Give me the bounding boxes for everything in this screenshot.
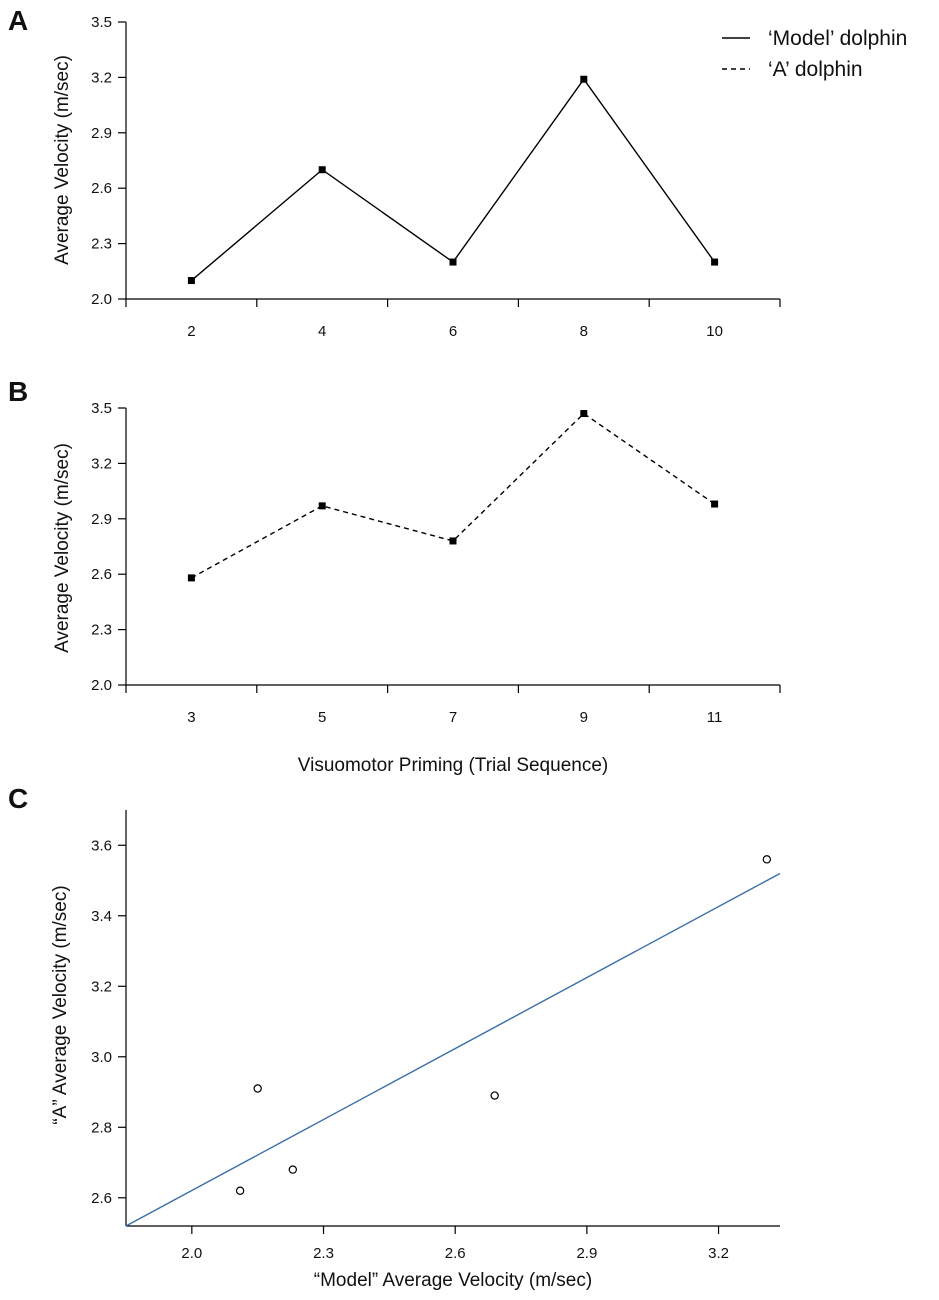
panel-c-scatter-point bbox=[235, 1186, 245, 1195]
panel-c-x-tick-label: 2.3 bbox=[313, 1245, 334, 1262]
panel-c-y-axis-title: “A” Average Velocity (m/sec) bbox=[50, 885, 71, 1124]
panel-c-scatter-point bbox=[253, 1084, 262, 1093]
panel-c-y-tick-label: 3.0 bbox=[91, 1049, 112, 1066]
panel-b: B Average Velocity (m/sec) Visuomotor Pr… bbox=[8, 376, 781, 776]
panel-b-y-tick-label: 3.5 bbox=[91, 400, 112, 417]
panel-a-series-line bbox=[190, 78, 716, 282]
panel-a-x-tick-label: 6 bbox=[449, 323, 457, 340]
panel-b-data-point bbox=[449, 537, 457, 545]
panel-a-data-point bbox=[580, 75, 588, 83]
panel-c-x-tick-label: 2.0 bbox=[181, 1245, 202, 1262]
panel-a-y-tick-label: 2.9 bbox=[91, 125, 112, 142]
panel-a-y-tick-label: 3.5 bbox=[91, 14, 112, 31]
legend-label-model: ‘Model’ dolphin bbox=[768, 27, 907, 50]
panel-b-data-point bbox=[711, 500, 719, 508]
panel-b-data-point bbox=[580, 410, 588, 418]
panel-a-data-point bbox=[449, 258, 457, 266]
panel-b-x-tick-label: 5 bbox=[318, 709, 326, 726]
panel-c-scatter-point bbox=[288, 1165, 297, 1174]
panel-a-y-tick-label: 2.0 bbox=[91, 291, 112, 308]
panel-b-series-line bbox=[191, 412, 715, 579]
panel-b-x-axis-title: Visuomotor Priming (Trial Sequence) bbox=[298, 755, 608, 776]
panel-a-x-tick-label: 8 bbox=[580, 323, 588, 340]
panel-c-y-tick-label: 3.2 bbox=[91, 978, 112, 995]
panel-letter-b: B bbox=[8, 376, 28, 407]
panel-c-x-axis-title: “Model” Average Velocity (m/sec) bbox=[314, 1270, 592, 1291]
panel-b-x-tick-label: 3 bbox=[187, 709, 195, 726]
panel-a-x-tick-label: 10 bbox=[706, 323, 723, 340]
panel-c-x-tick-label: 2.9 bbox=[576, 1245, 597, 1262]
panel-c-y-tick-label: 3.6 bbox=[91, 837, 112, 854]
panel-c: C “A” Average Velocity (m/sec) “Model” A… bbox=[8, 783, 781, 1291]
panel-c-scatter-point bbox=[762, 855, 772, 864]
panel-c-x-tick-label: 3.2 bbox=[708, 1245, 729, 1262]
panel-b-y-tick-label: 2.0 bbox=[91, 677, 112, 694]
panel-b-data-point bbox=[318, 502, 326, 510]
panel-a-y-tick-label: 3.2 bbox=[91, 69, 112, 86]
panel-letter-c: C bbox=[8, 783, 28, 814]
panel-c-x-tick-label: 2.6 bbox=[445, 1245, 466, 1262]
panel-letter-a: A bbox=[8, 5, 28, 36]
panel-c-y-tick-label: 2.6 bbox=[91, 1190, 112, 1207]
panel-a-data-point bbox=[187, 277, 195, 285]
panel-b-x-tick-label: 7 bbox=[449, 709, 457, 726]
panel-b-x-tick-label: 9 bbox=[580, 709, 588, 726]
panel-b-y-axis-title: Average Velocity (m/sec) bbox=[52, 443, 73, 653]
panel-b-y-tick-label: 3.2 bbox=[91, 455, 112, 472]
panel-c-y-tick-label: 3.4 bbox=[91, 908, 112, 925]
panel-c-fit-line bbox=[125, 872, 781, 1227]
panel-a-y-tick-label: 2.6 bbox=[91, 180, 112, 197]
panel-b-data-point bbox=[187, 574, 195, 582]
panel-a: A Average Velocity (m/sec) ‘Model’ dolph… bbox=[8, 5, 907, 340]
legend: ‘Model’ dolphin ‘A’ dolphin bbox=[722, 27, 907, 81]
panel-a-x-tick-label: 2 bbox=[187, 323, 195, 340]
panel-c-y-tick-label: 2.8 bbox=[91, 1119, 112, 1136]
panel-a-data-point bbox=[318, 166, 326, 174]
panel-a-x-tick-label: 4 bbox=[318, 323, 326, 340]
panel-b-y-tick-label: 2.3 bbox=[91, 622, 112, 639]
panel-b-x-tick-label: 11 bbox=[707, 709, 723, 726]
panel-a-y-axis-title: Average Velocity (m/sec) bbox=[52, 55, 73, 265]
panel-a-data-point bbox=[711, 258, 719, 266]
panel-a-y-tick-label: 2.3 bbox=[91, 236, 112, 253]
panel-b-y-tick-label: 2.9 bbox=[91, 511, 112, 528]
legend-label-a: ‘A’ dolphin bbox=[768, 58, 863, 81]
panel-b-y-tick-label: 2.6 bbox=[91, 566, 112, 583]
panel-c-scatter-point bbox=[490, 1091, 499, 1100]
